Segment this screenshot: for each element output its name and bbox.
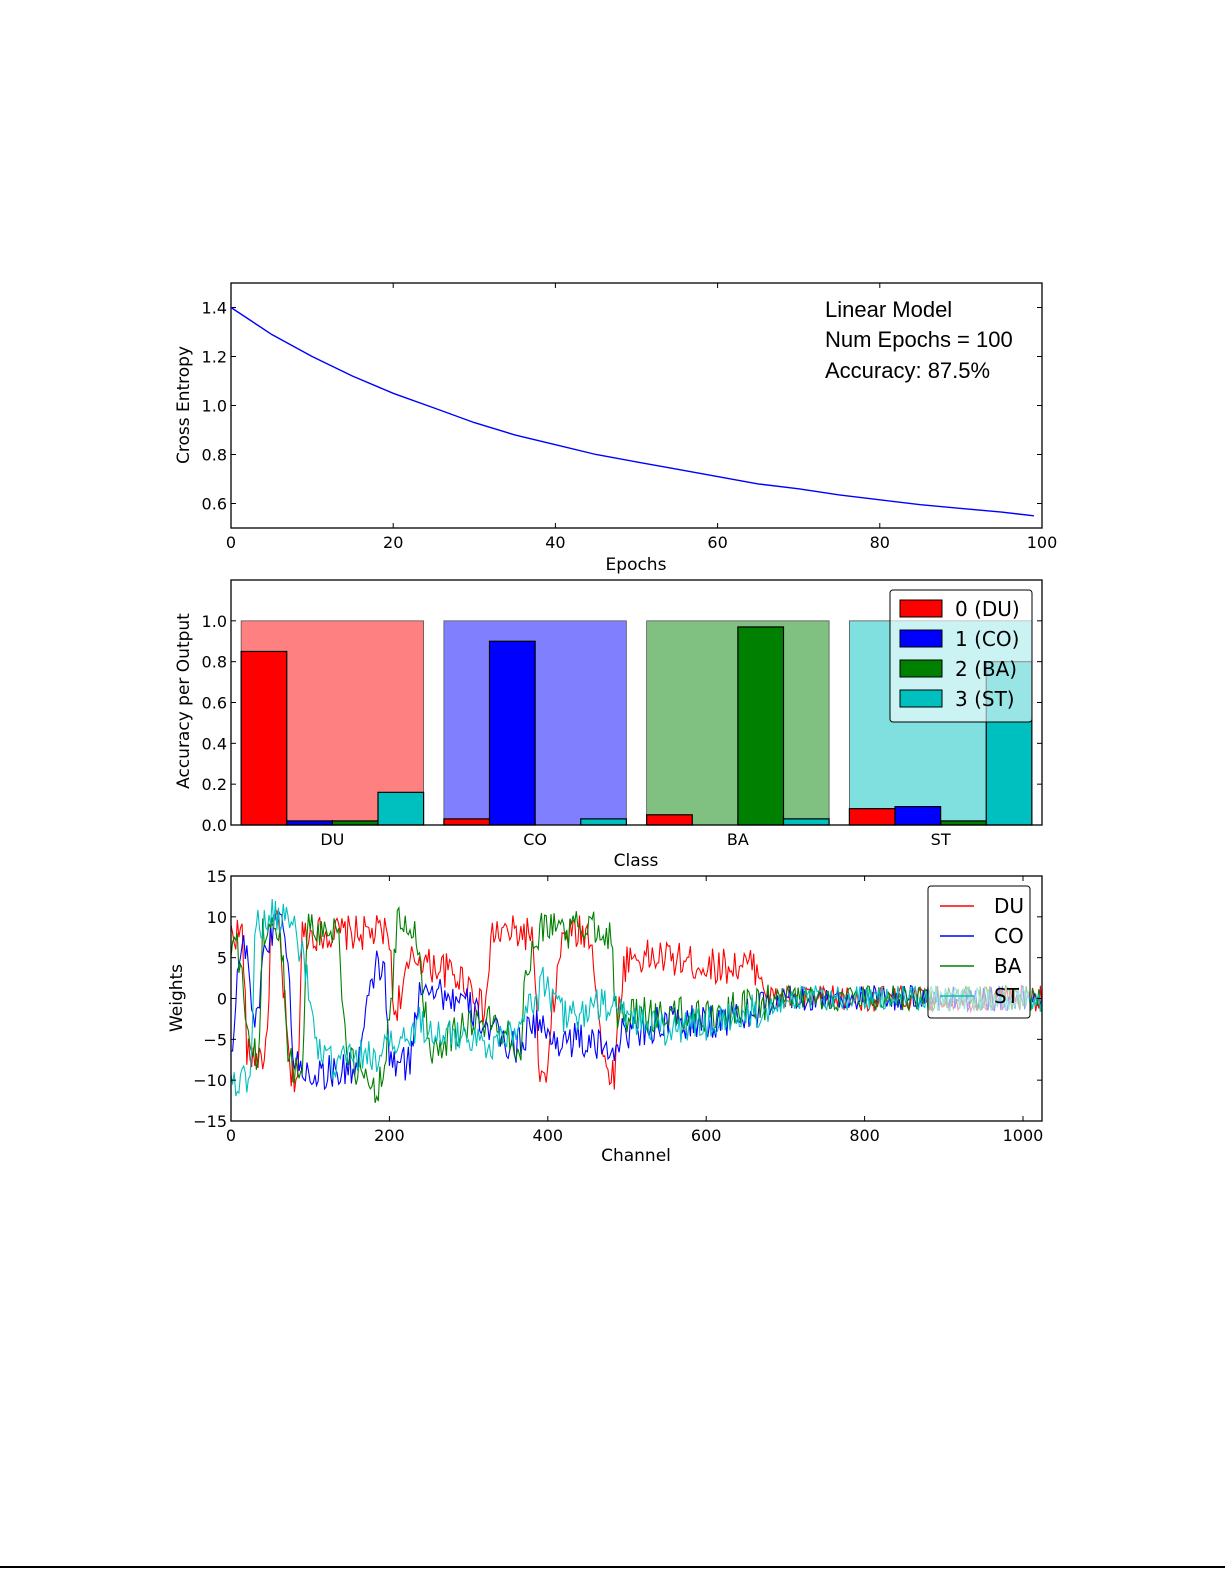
x-tick-label: BA: [727, 830, 749, 849]
cross-entropy-ticks: 0 20 40 60 80 100 0.6 0.8 1.0 1.2 1.4: [202, 283, 1058, 552]
bar-ba-output-3: [782, 818, 830, 826]
bar-st-output-1: [894, 806, 942, 826]
accuracy-panel: DU CO BA ST 0.0 0.2 0.4 0.6 0.8 1.0 0 (DU) 1 (CO) 2…: [174, 579, 1043, 871]
annotation-epochs: Num Epochs = 100: [825, 327, 1013, 352]
x-tick-label: 0: [226, 533, 236, 552]
y-tick-label: 1.0: [202, 397, 227, 416]
y-axis-label: Weights: [167, 964, 187, 1032]
bar-co-output-1: [488, 640, 536, 826]
legend-box: [927, 885, 1031, 1019]
y-tick-label: 0.6: [202, 694, 227, 713]
y-tick-label: 1.2: [202, 348, 227, 367]
y-tick-label: 0.4: [202, 734, 227, 753]
y-tick-label: 0.8: [202, 446, 227, 465]
legend-label: BA: [994, 954, 1022, 978]
y-tick-label: 0.2: [202, 775, 227, 794]
weights-series: [231, 898, 1042, 1104]
y-tick-label: 15: [207, 867, 227, 886]
y-tick-label: −10: [193, 1071, 227, 1090]
y-tick-label: 1.0: [202, 612, 227, 631]
legend-label: DU: [994, 894, 1024, 918]
cross-entropy-series: [230, 306, 1034, 517]
bar-du-output-0: [240, 650, 288, 826]
x-axis-label: Epochs: [606, 555, 667, 575]
accuracy-ticks: DU CO BA ST 0.0 0.2 0.4 0.6 0.8 1.0: [202, 612, 1042, 849]
x-tick-label: DU: [320, 830, 344, 849]
weights-panel: 0 200 400 600 800 1000 −15 −10 −5 0 5 10 15 DU CO BA ST…: [167, 867, 1043, 1166]
y-tick-label: −15: [193, 1112, 227, 1131]
x-tick-label: CO: [523, 830, 547, 849]
legend-label: ST: [994, 984, 1020, 1008]
y-tick-label: −5: [203, 1030, 227, 1049]
x-tick-label: 800: [849, 1126, 880, 1145]
annotation-model: Linear Model: [825, 297, 952, 322]
y-tick-label: 10: [207, 908, 227, 927]
bar-ba-output-2: [737, 626, 785, 826]
x-tick-label: 1000: [1003, 1126, 1044, 1145]
legend-label: 2 (BA): [955, 657, 1017, 681]
bar-co-output-3: [580, 818, 627, 826]
weights-ticks: 0 200 400 600 800 1000 −15 −10 −5 0 5 10 15: [193, 867, 1043, 1145]
x-tick-label: 200: [374, 1126, 405, 1145]
x-tick-label: 20: [383, 533, 403, 552]
x-axis-label: Channel: [601, 1146, 671, 1166]
annotation-accuracy: Accuracy: 87.5%: [825, 358, 990, 383]
x-tick-label: 400: [533, 1126, 564, 1145]
cross-entropy-panel: 0 20 40 60 80 100 0.6 0.8 1.0 1.2 1.4 Epochs Cross…: [174, 282, 1058, 575]
y-tick-label: 0.8: [202, 653, 227, 672]
x-tick-label: 600: [691, 1126, 722, 1145]
y-tick-label: 1.4: [202, 299, 227, 318]
legend-label: 3 (ST): [955, 687, 1015, 711]
x-tick-label: 40: [545, 533, 565, 552]
weights-line-st: [231, 898, 1042, 1097]
legend-label: 1 (CO): [955, 627, 1019, 651]
legend-swatch: [899, 599, 943, 618]
loss-curve: [230, 306, 1034, 517]
x-tick-label: ST: [931, 830, 951, 849]
y-axis-label: Cross Entropy: [174, 346, 194, 464]
x-axis-label: Class: [614, 851, 659, 871]
legend-label: 0 (DU): [955, 597, 1020, 621]
x-tick-label: 80: [870, 533, 890, 552]
bar-co-output-0: [443, 818, 491, 826]
bar-du-output-3: [377, 791, 425, 826]
legend-swatch: [899, 659, 943, 678]
y-axis-label: Accuracy per Output: [174, 613, 194, 789]
y-tick-label: 0.6: [202, 495, 227, 514]
accuracy-legend: 0 (DU) 1 (CO) 2 (BA) 3 (ST): [889, 589, 1033, 723]
legend-box: [889, 589, 1033, 723]
x-tick-label: 60: [707, 533, 727, 552]
y-tick-label: 0.0: [202, 816, 227, 835]
y-tick-label: 0: [217, 990, 227, 1009]
x-tick-label: 100: [1027, 533, 1058, 552]
legend-label: CO: [994, 924, 1024, 948]
weights-legend: DU CO BA ST: [927, 885, 1031, 1019]
bar-ba-output-0: [646, 814, 693, 826]
bar-st-output-0: [848, 808, 896, 826]
legend-swatch: [899, 629, 943, 648]
y-tick-label: 5: [217, 949, 227, 968]
page-bottom-rule: [0, 1566, 1225, 1568]
legend-swatch: [899, 689, 943, 708]
x-tick-label: 0: [226, 1126, 236, 1145]
